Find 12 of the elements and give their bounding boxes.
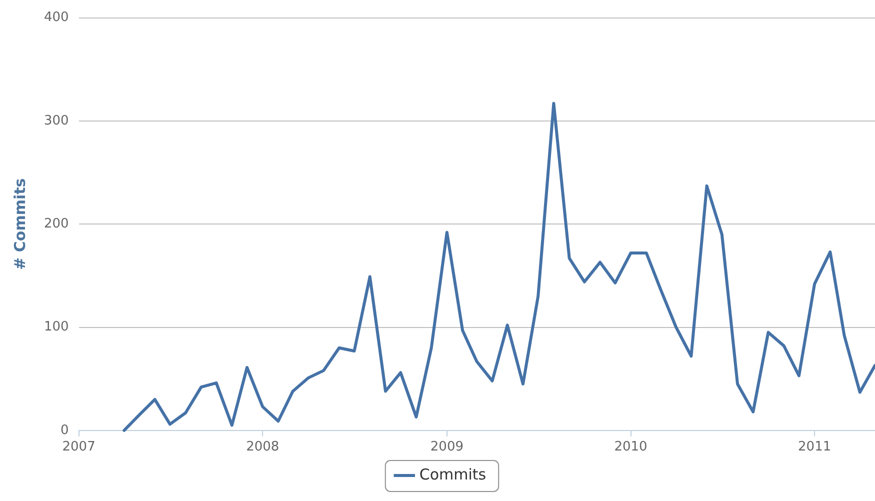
- legend-label: Commits: [419, 465, 486, 484]
- y-tick-label: 200: [44, 216, 69, 232]
- x-tick-label: 2011: [798, 440, 832, 455]
- y-axis-title: # Commits: [10, 178, 29, 270]
- y-tick-label: 300: [44, 113, 69, 128]
- y-tick-label: 0: [60, 422, 69, 438]
- x-tick-label: 2009: [430, 440, 464, 455]
- y-tick-label: 100: [44, 320, 69, 335]
- x-tick-label: 2007: [62, 440, 96, 455]
- x-tick-label: 2008: [246, 440, 280, 455]
- y-tick-label: 400: [44, 10, 69, 26]
- x-tick-label: 2010: [614, 440, 648, 455]
